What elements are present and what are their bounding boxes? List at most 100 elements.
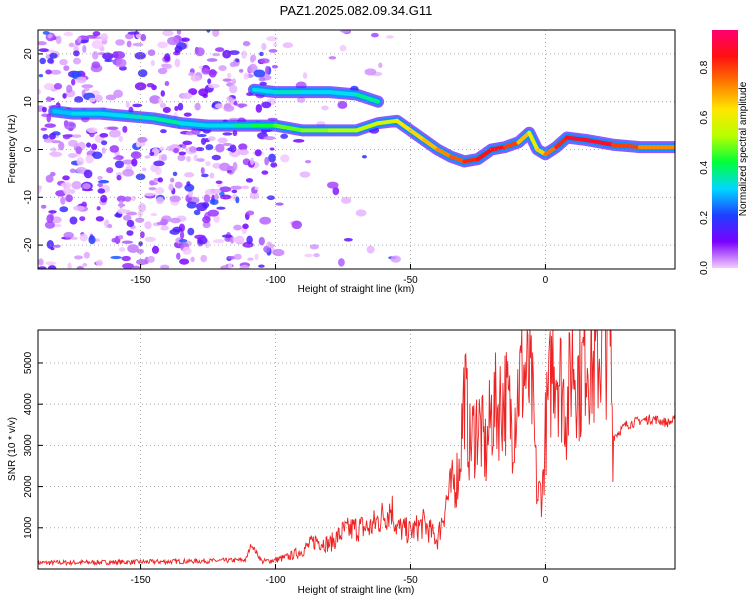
snr-axes: -150 -100 -50 0 1000 2000 3000 4000 5000: [23, 351, 549, 586]
noise-speckle: [168, 183, 174, 191]
noise-speckle: [102, 52, 114, 60]
noise-speckle: [302, 72, 308, 79]
noise-speckle: [91, 61, 101, 69]
noise-speckle: [42, 133, 49, 140]
noise-speckle: [59, 206, 69, 213]
noise-speckle: [81, 84, 94, 89]
noise-speckle: [177, 102, 184, 111]
ridge-segment: [394, 118, 413, 133]
noise-speckle: [109, 129, 121, 138]
noise-speckle: [67, 262, 72, 269]
noise-speckle: [45, 69, 52, 75]
noise-speckle: [150, 213, 158, 217]
noise-speckle: [149, 151, 155, 157]
noise-speckle: [48, 210, 57, 214]
noise-speckle: [121, 255, 131, 262]
noise-speckle: [146, 82, 155, 88]
noise-speckle: [296, 96, 306, 103]
y-tick-label: 20: [23, 48, 34, 60]
noise-speckle: [84, 86, 90, 92]
noise-speckle: [59, 59, 68, 66]
spectrogram-plot-area: [38, 30, 675, 269]
noise-speckle: [155, 196, 165, 205]
noise-speckle: [200, 167, 205, 175]
noise-speckle: [73, 50, 80, 57]
noise-speckle: [111, 237, 117, 243]
noise-speckle: [164, 81, 170, 87]
ridge-segment: [435, 147, 453, 159]
noise-speckle: [231, 78, 236, 85]
noise-speckle: [68, 139, 79, 147]
ridge-segment: [98, 111, 130, 119]
noise-speckle: [137, 69, 148, 78]
noise-speckle: [222, 142, 233, 147]
x-tick-label: -50: [403, 575, 418, 586]
noise-speckle: [118, 135, 124, 142]
noise-speckle: [238, 143, 248, 151]
noise-speckle: [115, 39, 125, 46]
noise-speckle: [91, 151, 103, 160]
noise-speckle: [49, 52, 58, 59]
noise-speckle: [100, 194, 108, 203]
ridge-segment: [565, 135, 588, 142]
y-tick-label: 2000: [23, 475, 34, 498]
noise-speckle: [41, 106, 47, 113]
noise-speckle: [182, 246, 192, 255]
noise-speckle: [132, 42, 144, 47]
noise-speckle: [141, 167, 147, 172]
noise-speckle: [82, 183, 91, 190]
noise-speckle: [63, 186, 72, 195]
noise-speckle: [157, 67, 168, 75]
noise-speckle: [271, 64, 279, 69]
figure-title: PAZ1.2025.082.09.34.G11: [280, 3, 433, 18]
noise-speckle: [91, 143, 98, 151]
ridge-segment: [125, 114, 157, 121]
noise-speckle: [95, 216, 105, 222]
noise-speckle: [46, 113, 52, 123]
noise-speckle: [43, 83, 55, 91]
noise-speckle: [187, 227, 195, 236]
noise-speckle: [241, 50, 247, 59]
colorbar-label: Normalized spectral amplitude: [738, 81, 749, 216]
noise-speckle: [38, 73, 44, 78]
noise-speckle: [110, 255, 122, 260]
noise-speckle: [132, 103, 143, 108]
noise-speckle: [160, 264, 170, 269]
noise-speckle: [219, 162, 231, 172]
noise-speckle: [75, 166, 87, 174]
noise-speckle: [119, 199, 124, 209]
noise-speckle: [183, 112, 192, 117]
noise-speckle: [97, 183, 104, 188]
noise-speckle: [97, 175, 103, 180]
noise-speckle: [212, 239, 225, 244]
noise-speckle: [309, 244, 319, 250]
noise-speckle: [178, 238, 188, 243]
noise-speckle: [213, 214, 220, 223]
noise-speckle: [48, 132, 56, 140]
noise-speckle: [160, 129, 167, 134]
noise-speckle: [130, 195, 137, 201]
colorbar-tick-label: 0.2: [699, 211, 710, 225]
noise-speckle: [321, 105, 329, 111]
noise-speckle: [60, 182, 73, 188]
noise-speckle: [86, 142, 92, 148]
noise-speckle: [232, 130, 238, 137]
snr-frame: [37, 329, 676, 570]
noise-speckle: [104, 186, 110, 193]
noise-speckle: [201, 68, 211, 75]
noise-speckle: [196, 133, 207, 138]
noise-speckle: [264, 65, 270, 75]
noise-speckle: [202, 93, 208, 99]
noise-speckle: [216, 206, 226, 210]
noise-speckle: [116, 195, 126, 203]
noise-speckle: [210, 188, 222, 194]
noise-speckle: [242, 223, 249, 229]
noise-speckle: [194, 234, 206, 240]
colorbar: 0.0 0.2 0.4 0.6 0.8 Normalized spectral ampl…: [699, 30, 749, 275]
noise-speckle: [83, 251, 91, 259]
noise-speckle: [233, 253, 242, 260]
ridge-segment: [408, 128, 426, 142]
noise-speckle: [254, 253, 259, 261]
noise-speckle: [186, 181, 191, 187]
